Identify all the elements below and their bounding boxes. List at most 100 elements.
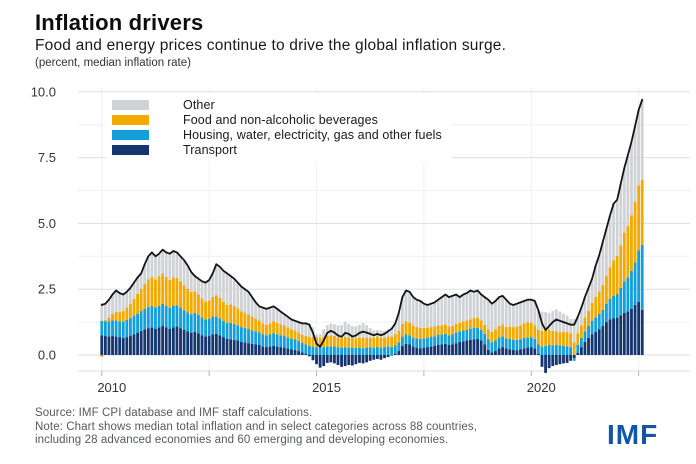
- bar-segment-other: [250, 297, 254, 317]
- bar-segment-food: [375, 336, 379, 348]
- bar-segment-other: [236, 282, 240, 309]
- bar-segment-housing: [619, 287, 623, 316]
- bar-segment-housing: [261, 334, 265, 347]
- bar-segment-food: [171, 277, 175, 306]
- bar-segment-other: [297, 322, 301, 333]
- bar-segment-other: [640, 99, 644, 180]
- bar-segment-food: [236, 308, 240, 326]
- bar-segment-housing: [504, 338, 508, 349]
- bar-segment-other: [211, 273, 215, 297]
- bar-segment-transport: [154, 328, 157, 355]
- bar-segment-transport: [569, 355, 573, 361]
- bar-segment-other: [232, 278, 236, 307]
- bar-segment-other: [333, 324, 336, 337]
- bar-segment-transport: [469, 339, 472, 355]
- bar-segment-food: [497, 325, 501, 338]
- bar-segment-food: [583, 317, 587, 332]
- bar-segment-transport: [436, 344, 440, 355]
- bar-segment-other: [100, 303, 104, 321]
- bar-segment-food: [193, 291, 197, 313]
- bar-segment-transport: [129, 336, 132, 355]
- legend-label: Transport: [183, 142, 237, 157]
- bar-segment-food: [612, 260, 615, 296]
- bar-segment-food: [329, 335, 333, 347]
- bar-segment-other: [268, 307, 272, 324]
- bar-segment-transport: [619, 315, 623, 355]
- bar-segment-housing: [626, 277, 630, 312]
- bar-segment-transport: [143, 329, 147, 355]
- bar-segment-food: [239, 311, 243, 328]
- bar-segment-transport: [551, 355, 555, 367]
- bar-segment-transport: [587, 337, 590, 355]
- bar-segment-transport: [486, 349, 490, 355]
- bar-segment-transport: [315, 355, 318, 365]
- bar-segment-food: [554, 331, 558, 345]
- bar-segment-other: [164, 252, 168, 277]
- bar-segment-transport: [250, 343, 254, 355]
- bar-segment-housing: [275, 334, 279, 347]
- bar-segment-transport: [279, 347, 283, 355]
- y-axis-label: 2.5: [38, 282, 56, 297]
- bar-segment-food: [336, 337, 340, 348]
- bar-segment-housing: [175, 305, 179, 327]
- bar-segment-other: [186, 265, 190, 289]
- bar-segment-transport: [440, 344, 444, 355]
- bar-segment-housing: [154, 307, 157, 329]
- bar-segment-other: [443, 294, 447, 325]
- bar-segment-transport: [426, 347, 429, 355]
- bar-segment-transport: [329, 355, 333, 363]
- bar-segment-other: [146, 256, 150, 280]
- bar-segment-transport: [547, 355, 551, 369]
- legend-item: Food and non-alcoholic beverages: [112, 112, 442, 127]
- bar-segment-other: [214, 264, 218, 296]
- bar-segment-transport: [386, 355, 390, 358]
- bar-segment-transport: [318, 355, 322, 368]
- bar-segment-other: [207, 279, 211, 301]
- bar-segment-food: [533, 325, 537, 339]
- legend-item: Transport: [112, 142, 442, 157]
- legend-item: Housing, water, electricity, gas and oth…: [112, 127, 442, 142]
- bar-segment-transport: [544, 355, 547, 373]
- bar-segment-housing: [207, 318, 211, 337]
- bar-segment-housing: [501, 336, 505, 348]
- bar-segment-food: [537, 329, 540, 345]
- bar-segment-food: [426, 327, 429, 338]
- bar-segment-housing: [322, 347, 326, 355]
- bar-segment-food: [458, 322, 462, 332]
- bar-segment-food: [572, 342, 576, 355]
- bar-segment-transport: [397, 351, 401, 355]
- bar-segment-transport: [615, 317, 619, 355]
- bar-segment-transport: [422, 347, 426, 355]
- bar-segment-transport: [211, 334, 215, 355]
- bar-segment-transport: [311, 355, 315, 361]
- chart-legend: Other Food and non-alcoholic beverages Hou…: [106, 93, 452, 162]
- bar-segment-transport: [390, 355, 394, 356]
- bar-segment-other: [315, 334, 318, 338]
- bar-segment-housing: [125, 319, 129, 338]
- bar-segment-housing: [189, 314, 193, 333]
- bar-segment-other: [494, 301, 497, 330]
- y-axis-label: 7.5: [38, 150, 56, 165]
- bar-segment-food: [640, 179, 644, 245]
- bar-segment-other: [429, 303, 433, 328]
- bar-segment-transport: [350, 355, 354, 366]
- bar-segment-other: [189, 272, 193, 292]
- bar-segment-housing: [533, 338, 537, 349]
- bar-segment-transport: [304, 353, 308, 355]
- bar-segment-other: [168, 253, 172, 280]
- bar-segment-housing: [386, 346, 390, 355]
- bar-segment-food: [587, 310, 590, 327]
- bar-segment-other: [307, 323, 311, 338]
- bar-segment-food: [261, 323, 265, 335]
- bar-segment-transport: [333, 355, 336, 364]
- bar-segment-other: [265, 308, 268, 325]
- bar-segment-housing: [361, 348, 365, 355]
- bar-segment-transport: [519, 349, 522, 355]
- bar-segment-housing: [422, 338, 426, 348]
- bar-segment-transport: [293, 349, 297, 355]
- bar-segment-food: [118, 312, 122, 322]
- bar-segment-other: [637, 110, 641, 186]
- bar-segment-other: [397, 312, 401, 331]
- bar-segment-other: [350, 326, 354, 338]
- bar-segment-food: [197, 294, 200, 315]
